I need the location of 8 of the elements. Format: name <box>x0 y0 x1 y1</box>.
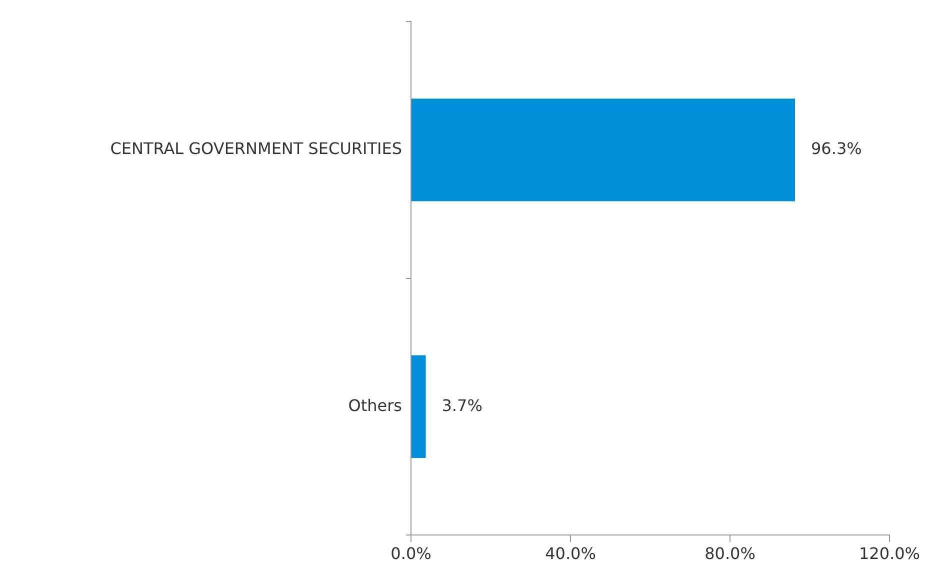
data-label: 3.7% <box>442 396 482 415</box>
y-tick-label: Others <box>348 396 402 415</box>
x-tick-label: 120.0% <box>858 544 920 563</box>
x-tick-label: 40.0% <box>545 544 596 563</box>
x-tick-label: 80.0% <box>704 544 756 563</box>
y-tick-label: CENTRAL GOVERNMENT SECURITIES <box>110 139 402 158</box>
data-label: 96.3% <box>810 139 862 158</box>
x-tick-label: 0.0% <box>390 544 432 563</box>
